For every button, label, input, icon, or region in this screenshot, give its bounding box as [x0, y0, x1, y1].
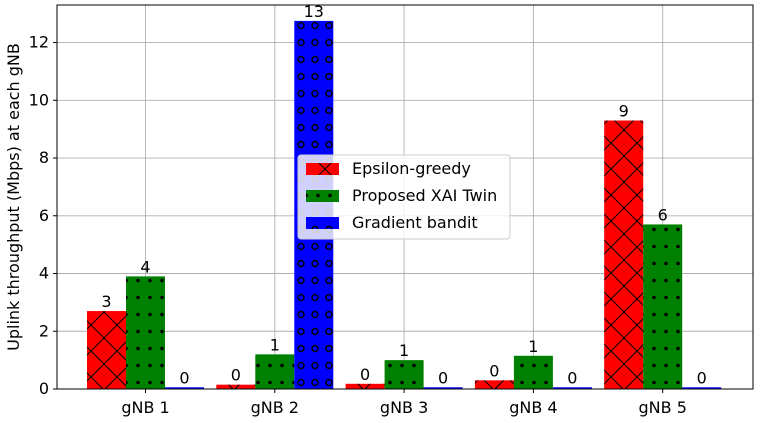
bar-hatch [126, 276, 165, 389]
bar-value-label: 9 [619, 101, 629, 120]
y-tick-label: 2 [39, 321, 49, 340]
bar-hatch [165, 387, 204, 389]
bar-hatch [384, 360, 424, 389]
legend-box [297, 154, 511, 240]
bar-value-label: 0 [489, 361, 499, 380]
bar-hatch [345, 383, 385, 389]
y-tick-label: 10 [29, 90, 49, 109]
legend-entry-label: Epsilon-greedy [352, 159, 471, 178]
y-axis: 0 2 4 6 8 10 12 [29, 33, 57, 398]
bar-value-label: 0 [567, 368, 577, 387]
bar-value-label: 4 [140, 257, 150, 276]
bar-value-label: 13 [304, 2, 324, 21]
legend-swatch-hatch [306, 163, 339, 175]
bar-hatch [255, 354, 295, 389]
bar-hatch [604, 120, 644, 390]
y-tick-label: 8 [39, 148, 49, 167]
x-axis: gNB 1 gNB 2 gNB 3 gNB 4 gNB 5 [121, 389, 687, 417]
bar-hatch [513, 355, 553, 389]
bar-hatch [682, 387, 722, 389]
y-tick-label: 6 [39, 206, 49, 225]
bar-value-label: 1 [399, 341, 409, 360]
bar-value-label: 0 [697, 368, 707, 387]
bar-hatch [552, 387, 592, 389]
bar-hatch [643, 224, 683, 389]
bar-value-label: 0 [231, 366, 241, 385]
plot-frame [56, 4, 754, 390]
y-axis-label: Uplink throughput (Mbps) at each gNB [4, 43, 23, 351]
bar-value-label: 0 [179, 368, 189, 387]
x-tick-label: gNB 2 [251, 398, 299, 417]
bar-value-label: 0 [438, 368, 448, 387]
x-tick-label: gNB 4 [509, 398, 557, 417]
bar-value-label: 1 [528, 337, 538, 356]
legend-swatch-hatch [306, 217, 339, 229]
bar-value-label: 1 [270, 335, 280, 354]
legend-entry-label: Gradient bandit [352, 213, 478, 232]
y-tick-label: 4 [39, 264, 49, 283]
x-tick-label: gNB 5 [639, 398, 687, 417]
y-tick-label: 12 [29, 33, 49, 52]
data-labels-layer: 3 0 0 0 9 4 1 1 1 6 0 13 0 0 0 [101, 2, 706, 387]
bar-hatch [216, 384, 256, 389]
bar-hatch [87, 311, 126, 389]
bar-value-label: 0 [360, 365, 370, 384]
legend: Epsilon-greedy Proposed XAI Twin Gradient … [297, 154, 511, 240]
legend-entry-label: Proposed XAI Twin [352, 186, 497, 205]
x-tick-label: gNB 3 [380, 398, 428, 417]
bar-value-label: 6 [658, 205, 668, 224]
x-tick-label: gNB 1 [121, 398, 169, 417]
legend-swatch-hatch [306, 190, 339, 202]
y-tick-label: 0 [39, 379, 49, 398]
bar-value-label: 3 [101, 292, 111, 311]
bar-hatch [474, 380, 514, 389]
bar-hatch [423, 387, 463, 389]
